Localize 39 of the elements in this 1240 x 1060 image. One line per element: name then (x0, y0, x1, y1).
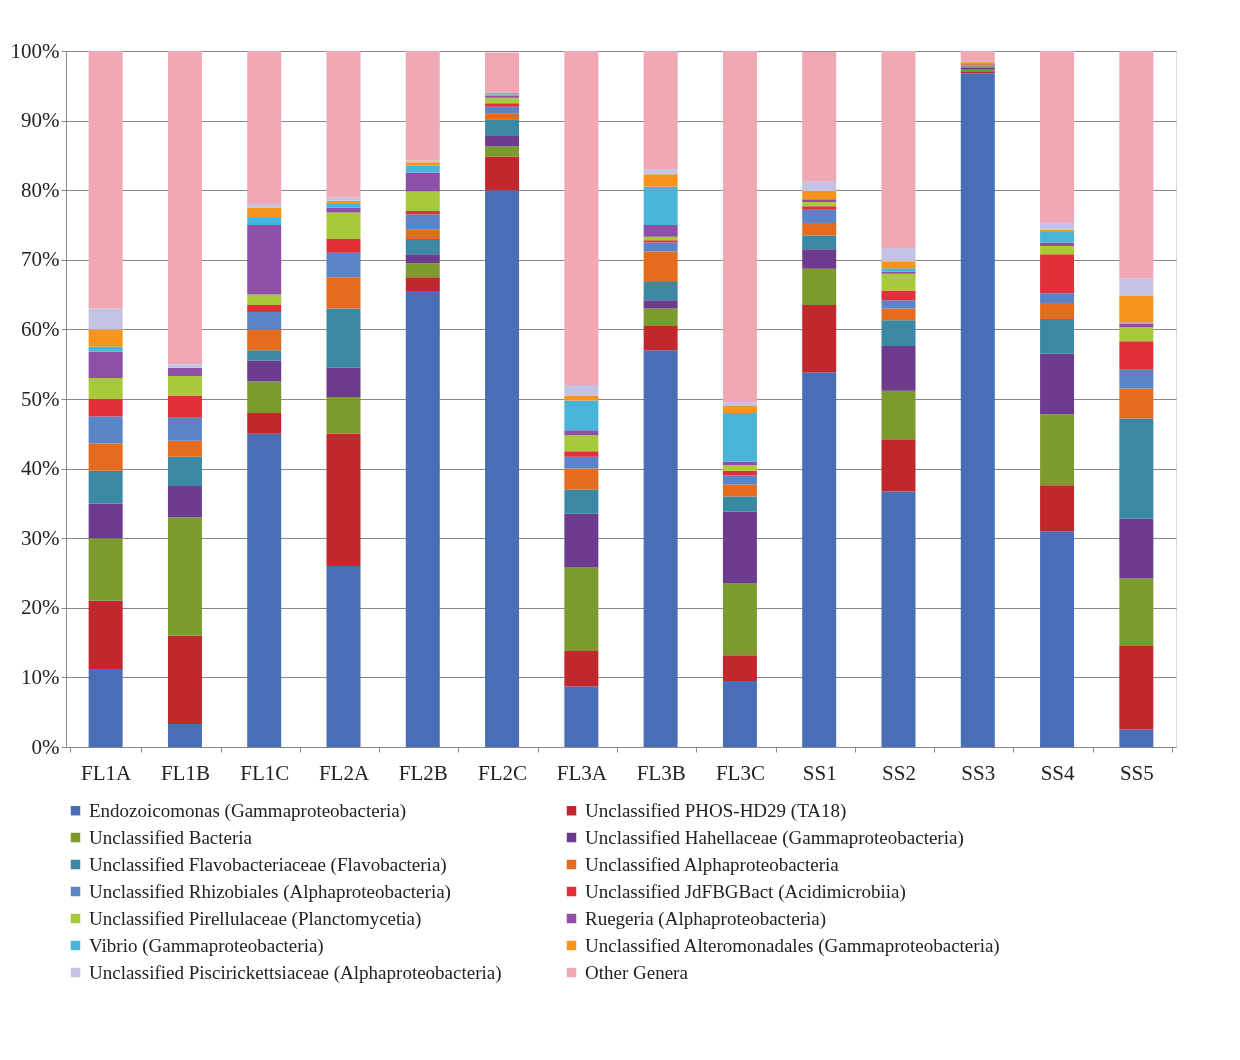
y-tick-label: 50% (21, 386, 60, 411)
x-tick-label: FL2B (398, 760, 448, 785)
legend-label: Unclassified Rhizobiales (Alphaproteobacteria) (89, 880, 451, 903)
x-tick-label: FL1A (81, 760, 133, 785)
legend-label: Unclassified Alphaproteobacteria (585, 853, 840, 875)
x-tick-label: SS3 (961, 760, 996, 785)
y-tick-label: 30% (21, 525, 60, 550)
x-tick-label: SS1 (802, 760, 837, 785)
y-tick-label: 90% (21, 108, 60, 133)
legend-label: Unclassified Flavobacteriaceae (Flavobacteria) (89, 853, 447, 876)
y-tick-label: 0% (31, 734, 60, 759)
x-tick-label: FL3C (715, 760, 765, 785)
y-tick-label: 100% (10, 38, 60, 63)
legend-label: Unclassified PHOS-HD29 (TA18) (585, 799, 847, 822)
legend-label: Vibrio (Gammaproteobacteria) (89, 934, 324, 957)
legend-label: Unclassified JdFBGBact (Acidimicrobiia) (585, 880, 906, 903)
x-tick-label: FL3A (556, 760, 608, 785)
legend-label: Unclassified Bacteria (89, 826, 253, 848)
legend-label: Unclassified Hahellaceae (Gammaproteobacteria) (585, 826, 964, 849)
legend-label: Other Genera (585, 961, 689, 983)
legend-label: Unclassified Alteromonadales (Gammaproteobacteria) (585, 934, 1000, 957)
y-tick-label: 80% (21, 177, 60, 202)
legend-label: Unclassified Piscirickettsiaceae (Alphaproteobacteria) (89, 961, 502, 984)
legend-label: Unclassified Pirellulaceae (Planctomycetia) (89, 907, 422, 930)
x-tick-label: FL2A (318, 760, 370, 785)
x-tick-label: SS2 (882, 760, 916, 785)
x-tick-label: SS4 (1040, 760, 1075, 785)
x-tick-label: FL2C (478, 760, 528, 785)
y-tick-label: 40% (21, 456, 60, 481)
x-tick-label: FL1C (240, 760, 290, 785)
x-tick-label: FL3B (636, 760, 686, 785)
legend-label: Ruegeria (Alphaproteobacteria) (585, 907, 827, 930)
y-tick-label: 60% (21, 316, 60, 341)
x-tick-label: SS5 (1119, 760, 1154, 785)
y-tick-label: 70% (21, 247, 60, 272)
y-tick-label: 10% (21, 664, 60, 689)
y-tick-label: 20% (21, 595, 60, 620)
x-tick-label: FL1B (160, 760, 210, 785)
legend-label: Endozoicomonas (Gammaproteobacteria) (89, 799, 407, 822)
